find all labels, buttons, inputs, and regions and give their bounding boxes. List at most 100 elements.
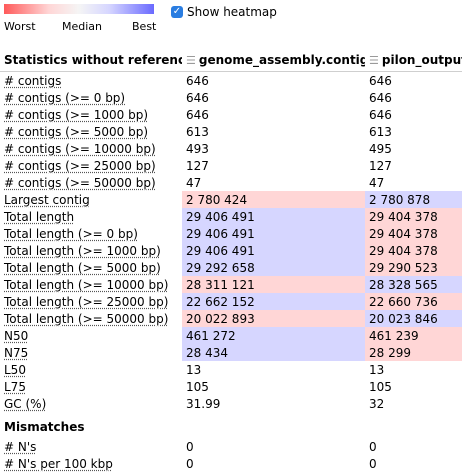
table-row: Largest contig 2 780 424 2 780 878 — [0, 191, 462, 208]
metric-value: 495 — [369, 141, 392, 156]
metric-value: 22 660 736 — [365, 293, 462, 310]
section-title: Statistics without reference — [0, 49, 182, 72]
metric-value: 29 406 491 — [182, 242, 365, 259]
metric-value: 29 406 491 — [182, 208, 365, 225]
metric-value: 0 — [186, 456, 194, 471]
metric-value: 29 404 378 — [365, 208, 462, 225]
metric-value: 105 — [369, 379, 392, 394]
column-header[interactable]: ☰ genome_assembly.contigs — [182, 49, 365, 72]
metric-name[interactable]: L75 — [4, 379, 26, 394]
metric-name[interactable]: # contigs (>= 0 bp) — [4, 90, 126, 105]
metric-name[interactable]: # contigs (>= 10000 bp) — [4, 141, 156, 156]
table-row: N75 28 434 28 299 — [0, 344, 462, 361]
table-row: Total length (>= 1000 bp) 29 406 491 29 40… — [0, 242, 462, 259]
metric-value: 13 — [369, 362, 385, 377]
metric-name[interactable]: Total length (>= 1000 bp) — [4, 243, 161, 258]
metric-value: 613 — [369, 124, 392, 139]
metric-name[interactable]: # contigs — [4, 73, 62, 88]
table-row: # N's 0 0 — [0, 438, 462, 455]
show-heatmap-label: Show heatmap — [187, 5, 277, 19]
table-row: Total length (>= 5000 bp) 29 292 658 29 29… — [0, 259, 462, 276]
metric-value: 29 406 491 — [182, 225, 365, 242]
metric-value: 493 — [186, 141, 209, 156]
metric-value: 105 — [186, 379, 209, 394]
metric-name[interactable]: Total length (>= 10000 bp) — [4, 277, 169, 292]
metric-value: 646 — [369, 73, 392, 88]
table-row: GC (%) 31.99 32 — [0, 395, 462, 412]
table-row: # contigs (>= 10000 bp) 493 495 — [0, 140, 462, 157]
table-row: L75 105 105 — [0, 378, 462, 395]
metric-name[interactable]: # N's — [4, 439, 37, 454]
metric-value: 22 662 152 — [182, 293, 365, 310]
metric-name[interactable]: # contigs (>= 25000 bp) — [4, 158, 156, 173]
table-row: Total length (>= 10000 bp) 28 311 121 28 3… — [0, 276, 462, 293]
table-row: # contigs (>= 5000 bp) 613 613 — [0, 123, 462, 140]
heatmap-legend: Worst Median Best — [4, 4, 157, 34]
metric-value: 29 290 523 — [365, 259, 462, 276]
metric-value: 646 — [369, 107, 392, 122]
legend-median-label: Median — [62, 20, 103, 33]
metric-value: 20 022 893 — [182, 310, 365, 327]
metric-value: 29 404 378 — [365, 225, 462, 242]
table-row: # contigs 646 646 — [0, 72, 462, 90]
table-row: Total length (>= 0 bp) 29 406 491 29 404 3… — [0, 225, 462, 242]
metric-value: 32 — [369, 396, 385, 411]
metric-value: 20 023 846 — [365, 310, 462, 327]
table-row: # contigs (>= 50000 bp) 47 47 — [0, 174, 462, 191]
metric-name[interactable]: GC (%) — [4, 396, 47, 411]
table-row: L50 13 13 — [0, 361, 462, 378]
metric-name[interactable]: Largest contig — [4, 192, 90, 207]
show-heatmap-toggle[interactable]: ✓ Show heatmap — [171, 5, 277, 19]
metric-name[interactable]: L50 — [4, 362, 26, 377]
metric-value: 2 780 424 — [182, 191, 365, 208]
metric-value: 0 — [369, 456, 377, 471]
metric-value: 47 — [369, 175, 385, 190]
metric-value: 31.99 — [186, 396, 221, 411]
table-row: # N's per 100 kbp 0 0 — [0, 455, 462, 472]
metric-value: 2 780 878 — [365, 191, 462, 208]
section-header-row: Mismatches — [0, 412, 462, 438]
metric-value: 28 299 — [365, 344, 462, 361]
metric-name[interactable]: # contigs (>= 1000 bp) — [4, 107, 149, 122]
column-header[interactable]: ☰ pilon_output — [365, 49, 462, 72]
statistics-table: Statistics without reference ☰ genome_ass… — [0, 49, 462, 472]
drag-handle-icon[interactable]: ☰ — [186, 54, 196, 67]
column-header-label: genome_assembly.contigs — [198, 53, 365, 67]
metric-name[interactable]: Total length (>= 5000 bp) — [4, 260, 161, 275]
metric-value: 0 — [369, 439, 377, 454]
metric-value: 127 — [186, 158, 209, 173]
metric-value: 461 239 — [365, 327, 462, 344]
metric-value: 29 404 378 — [365, 242, 462, 259]
metric-name[interactable]: Total length — [4, 209, 75, 224]
metric-name[interactable]: Total length (>= 25000 bp) — [4, 294, 169, 309]
section-title: Mismatches — [4, 420, 85, 434]
metric-name[interactable]: N75 — [4, 345, 29, 360]
metric-value: 613 — [186, 124, 209, 139]
table-row: # contigs (>= 1000 bp) 646 646 — [0, 106, 462, 123]
metric-value: 646 — [369, 90, 392, 105]
checkbox-checked-icon[interactable]: ✓ — [171, 6, 183, 18]
metric-name[interactable]: # contigs (>= 5000 bp) — [4, 124, 149, 139]
metric-value: 127 — [369, 158, 392, 173]
table-row: # contigs (>= 25000 bp) 127 127 — [0, 157, 462, 174]
table-header-row: Statistics without reference ☰ genome_ass… — [0, 49, 462, 72]
metric-value: 28 328 565 — [365, 276, 462, 293]
metric-name[interactable]: # N's per 100 kbp — [4, 456, 113, 471]
metric-value: 461 272 — [182, 327, 365, 344]
metric-value: 29 292 658 — [182, 259, 365, 276]
metric-value: 646 — [186, 90, 209, 105]
legend-worst-label: Worst — [4, 20, 36, 33]
metric-name[interactable]: # contigs (>= 50000 bp) — [4, 175, 156, 190]
drag-handle-icon[interactable]: ☰ — [369, 54, 379, 67]
metric-name[interactable]: N50 — [4, 328, 29, 343]
table-row: Total length 29 406 491 29 404 378 — [0, 208, 462, 225]
table-row: Total length (>= 50000 bp) 20 022 893 20 0… — [0, 310, 462, 327]
column-header-label: pilon_output — [381, 53, 462, 67]
legend-best-label: Best — [132, 20, 157, 33]
heatmap-gradient-bar — [4, 4, 154, 14]
metric-value: 646 — [186, 73, 209, 88]
metric-value: 47 — [186, 175, 202, 190]
metric-name[interactable]: Total length (>= 50000 bp) — [4, 311, 169, 326]
metric-name[interactable]: Total length (>= 0 bp) — [4, 226, 138, 241]
table-row: Total length (>= 25000 bp) 22 662 152 22 6… — [0, 293, 462, 310]
